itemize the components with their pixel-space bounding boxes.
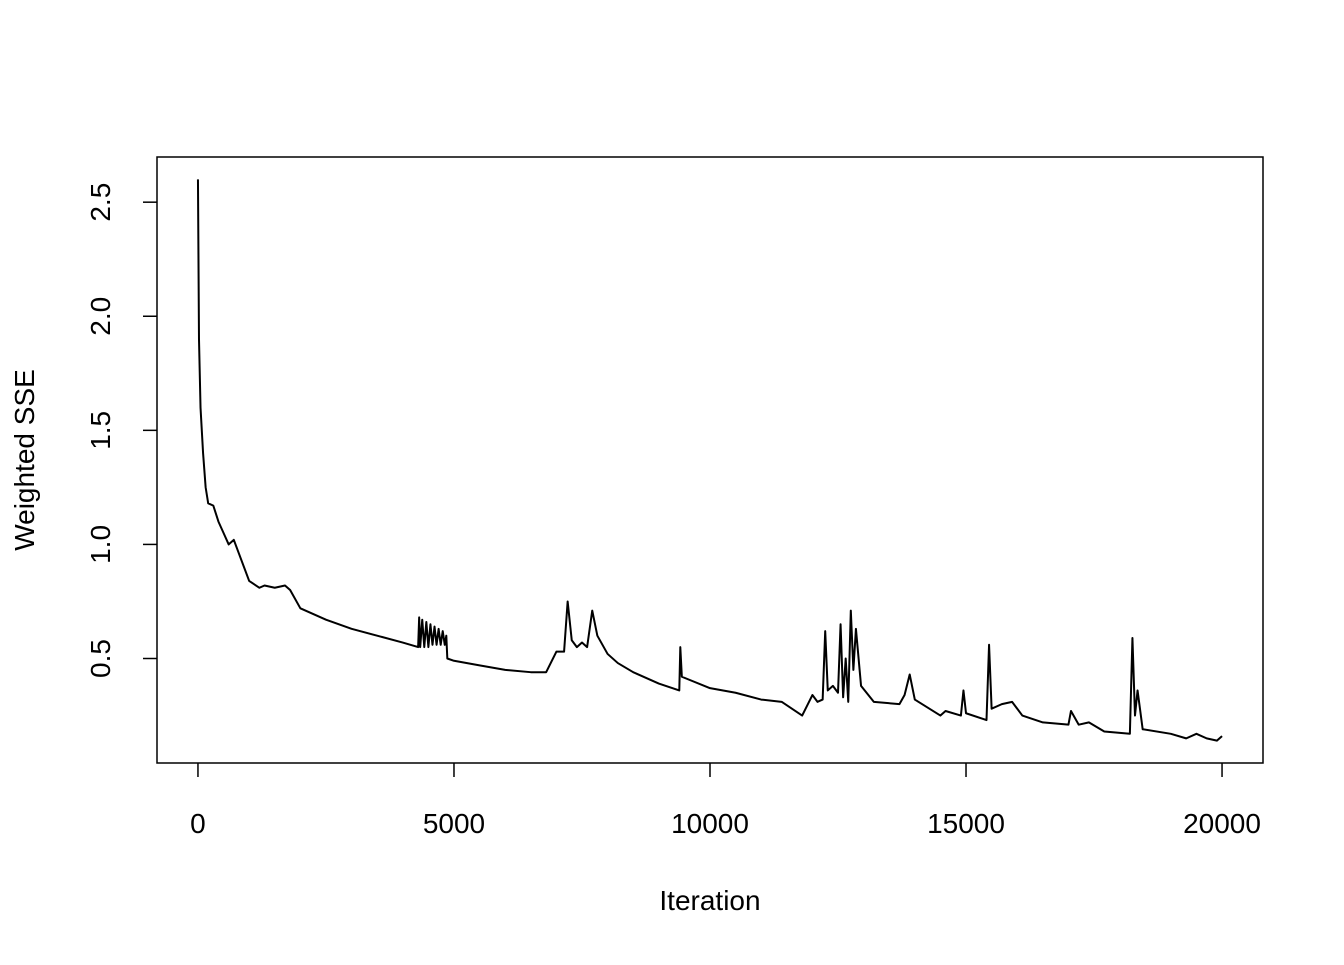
y-tick-label: 1.0 <box>85 525 116 564</box>
y-axis-label: Weighted SSE <box>9 369 40 551</box>
x-tick-label: 0 <box>190 808 206 839</box>
x-axis-label: Iteration <box>659 885 760 916</box>
x-tick-label: 10000 <box>671 808 749 839</box>
plot-box <box>156 156 1264 764</box>
y-tick-label: 2.0 <box>85 297 116 336</box>
data-line <box>196 179 1223 742</box>
x-tick-label: 15000 <box>927 808 1005 839</box>
y-tick-label: 2.5 <box>85 183 116 222</box>
y-tick-label: 1.5 <box>85 411 116 450</box>
y-tick-label: 0.5 <box>85 639 116 678</box>
x-tick-label: 20000 <box>1183 808 1261 839</box>
x-tick-label: 5000 <box>423 808 485 839</box>
